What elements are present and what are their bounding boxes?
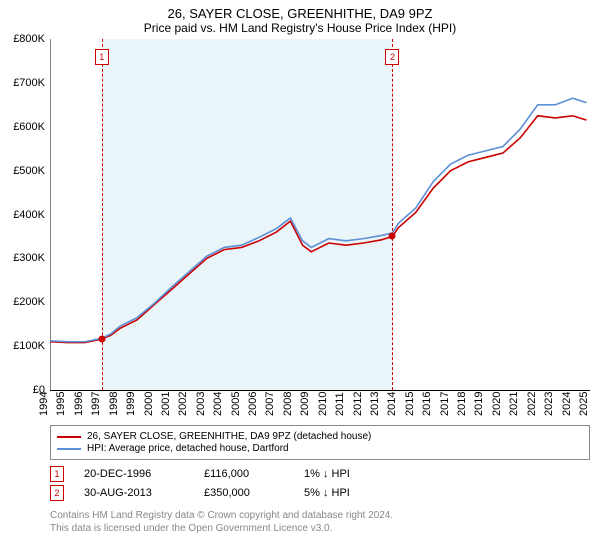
transaction-table: 1 20-DEC-1996 £116,000 1% ↓ HPI 2 30-AUG… [50,466,590,501]
legend-swatch [57,448,81,450]
x-tick-label: 2018 [456,392,468,416]
tx-marker-line [392,39,393,390]
legend-row: 26, SAYER CLOSE, GREENHITHE, DA9 9PZ (de… [57,431,583,442]
x-tick-label: 2021 [508,392,520,416]
x-tick-label: 2017 [439,392,451,416]
x-tick-label: 2025 [578,392,590,416]
y-tick-label: £300K [0,252,45,264]
x-tick-label: 2022 [526,392,538,416]
x-tick-label: 2012 [352,392,364,416]
x-tick-label: 2010 [317,392,329,416]
x-tick-label: 2015 [404,392,416,416]
x-tick-label: 1996 [73,392,85,416]
x-tick-label: 2014 [386,392,398,416]
x-tick-label: 1999 [125,392,137,416]
y-tick-label: £100K [0,340,45,352]
page-subtitle: Price paid vs. HM Land Registry's House … [0,21,600,39]
table-row: 2 30-AUG-2013 £350,000 5% ↓ HPI [50,485,590,501]
tx-hpi: 5% ↓ HPI [304,487,404,499]
x-tick-label: 2008 [282,392,294,416]
legend-swatch [57,436,81,438]
x-tick-label: 2019 [473,392,485,416]
tx-price: £350,000 [204,487,284,499]
table-row: 1 20-DEC-1996 £116,000 1% ↓ HPI [50,466,590,482]
tx-marker-box: 1 [95,49,109,65]
plot-inner: £0£100K£200K£300K£400K£500K£600K£700K£80… [50,39,590,391]
tx-point [389,233,396,240]
x-tick-label: 1997 [90,392,102,416]
tx-date: 20-DEC-1996 [84,468,184,480]
x-tick-label: 1995 [55,392,67,416]
x-tick-label: 2007 [264,392,276,416]
x-tick-label: 2005 [230,392,242,416]
tx-date: 30-AUG-2013 [84,487,184,499]
tx-marker: 2 [50,485,64,501]
legend-row: HPI: Average price, detached house, Dart… [57,443,583,454]
legend-label: HPI: Average price, detached house, Dart… [87,443,289,454]
x-tick-label: 2006 [247,392,259,416]
y-tick-label: £500K [0,165,45,177]
y-tick-label: £200K [0,296,45,308]
x-tick-label: 2020 [491,392,503,416]
y-tick-label: £700K [0,77,45,89]
tx-marker-box: 2 [385,49,399,65]
x-tick-label: 1998 [108,392,120,416]
tx-price: £116,000 [204,468,284,480]
chart-lines [50,39,590,390]
licence-line: Contains HM Land Registry data © Crown c… [50,509,590,522]
x-tick-label: 2001 [160,392,172,416]
x-tick-label: 2003 [195,392,207,416]
x-tick-label: 2002 [177,392,189,416]
x-tick-label: 2023 [543,392,555,416]
page-title: 26, SAYER CLOSE, GREENHITHE, DA9 9PZ [0,0,600,21]
tx-hpi: 1% ↓ HPI [304,468,404,480]
x-tick-label: 1994 [38,392,50,416]
legend: 26, SAYER CLOSE, GREENHITHE, DA9 9PZ (de… [50,425,590,460]
chart-area: £0£100K£200K£300K£400K£500K£600K£700K£80… [50,39,590,419]
x-tick-label: 2011 [334,392,346,416]
x-tick-label: 2016 [421,392,433,416]
legend-label: 26, SAYER CLOSE, GREENHITHE, DA9 9PZ (de… [87,431,371,442]
y-tick-label: £400K [0,209,45,221]
y-tick-label: £800K [0,33,45,45]
x-tick-label: 2013 [369,392,381,416]
tx-marker: 1 [50,466,64,482]
x-tick-label: 2009 [299,392,311,416]
x-tick-label: 2004 [212,392,224,416]
tx-point [98,336,105,343]
licence-line: This data is licensed under the Open Gov… [50,522,590,535]
x-tick-label: 2000 [143,392,155,416]
licence-text: Contains HM Land Registry data © Crown c… [50,509,590,535]
x-tick-label: 2024 [561,392,573,416]
y-tick-label: £600K [0,121,45,133]
